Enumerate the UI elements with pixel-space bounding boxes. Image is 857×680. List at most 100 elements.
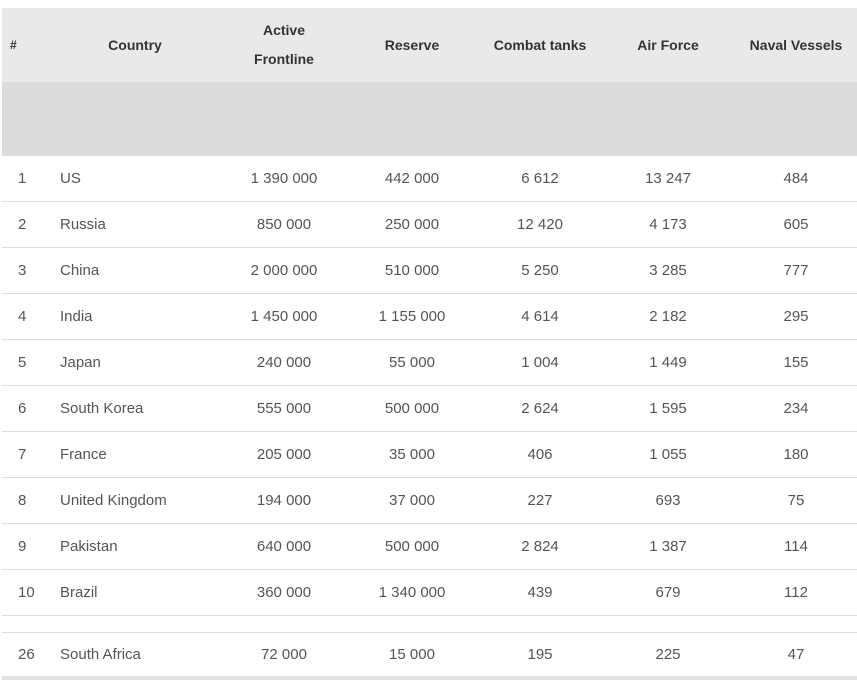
cell-rank: 1 xyxy=(2,156,50,202)
cell-rank: 7 xyxy=(2,431,50,478)
cell-air-force: 1 449 xyxy=(604,339,732,386)
header-active-frontline-text: Active Frontline xyxy=(254,22,314,67)
cell-rank: 26 xyxy=(2,632,50,680)
cell-country: France xyxy=(50,431,220,478)
header-air-force: Air Force xyxy=(637,36,699,53)
cell-rank: 6 xyxy=(2,385,50,432)
cell-active-frontline: 2 000 000 xyxy=(220,247,348,294)
cell-country: Pakistan xyxy=(50,523,220,570)
cell-air-force: 3 285 xyxy=(604,247,732,294)
cell-reserve: 500 000 xyxy=(348,523,476,570)
header-naval-vessels: Naval Vessels xyxy=(749,36,843,53)
cell-naval-vessels: 114 xyxy=(732,523,857,570)
cell-air-force: 1 055 xyxy=(604,431,732,478)
cell-country: Brazil xyxy=(50,569,220,616)
cell-country: India xyxy=(50,293,220,340)
cell-reserve: 1 155 000 xyxy=(348,293,476,340)
cell-naval-vessels: 75 xyxy=(732,477,857,524)
cell-air-force: 1 387 xyxy=(604,523,732,570)
cell-country: South Africa xyxy=(50,632,220,680)
cell-combat-tanks: 406 xyxy=(476,431,604,478)
cell-naval-vessels: 484 xyxy=(732,156,857,202)
cell-rank: 5 xyxy=(2,339,50,386)
cell-rank: 2 xyxy=(2,201,50,248)
military-strength-table-container: # Country Active Frontline Reserve Comba… xyxy=(2,8,857,680)
cell-country: United Kingdom xyxy=(50,477,220,524)
header-separator xyxy=(2,82,857,156)
cell-air-force: 4 173 xyxy=(604,201,732,248)
cell-country: China xyxy=(50,247,220,294)
table-row: 7 France 205 000 35 000 406 1 055 180 xyxy=(2,431,857,478)
table-body: 1 US 1 390 000 442 000 6 612 13 247 484 2 Russia… xyxy=(2,156,857,680)
table-row: 9 Pakistan 640 000 500 000 2 824 1 387 114 xyxy=(2,523,857,570)
cell-active-frontline: 72 000 xyxy=(220,632,348,680)
cell-naval-vessels: 180 xyxy=(732,431,857,478)
cell-naval-vessels: 234 xyxy=(732,385,857,432)
cell-naval-vessels: 112 xyxy=(732,569,857,616)
cell-active-frontline: 1 450 000 xyxy=(220,293,348,340)
cell-naval-vessels: 605 xyxy=(732,201,857,248)
cell-combat-tanks: 12 420 xyxy=(476,201,604,248)
cell-active-frontline: 194 000 xyxy=(220,477,348,524)
cell-air-force: 1 595 xyxy=(604,385,732,432)
cell-active-frontline: 555 000 xyxy=(220,385,348,432)
cell-reserve: 55 000 xyxy=(348,339,476,386)
cell-naval-vessels: 47 xyxy=(732,632,857,680)
cell-reserve: 37 000 xyxy=(348,477,476,524)
table-row: 4 India 1 450 000 1 155 000 4 614 2 182 295 xyxy=(2,293,857,340)
cell-active-frontline: 360 000 xyxy=(220,569,348,616)
military-strength-table: # Country Active Frontline Reserve Comba… xyxy=(2,8,857,680)
cell-combat-tanks: 439 xyxy=(476,569,604,616)
cell-reserve: 35 000 xyxy=(348,431,476,478)
cell-country: Japan xyxy=(50,339,220,386)
table-row: 3 China 2 000 000 510 000 5 250 3 285 777 xyxy=(2,247,857,294)
cell-combat-tanks: 195 xyxy=(476,632,604,680)
cell-rank: 8 xyxy=(2,477,50,524)
header-country: Country xyxy=(108,36,162,53)
table-row: 6 South Korea 555 000 500 000 2 624 1 595 234 xyxy=(2,385,857,432)
table-row: 1 US 1 390 000 442 000 6 612 13 247 484 xyxy=(2,156,857,202)
cell-combat-tanks: 227 xyxy=(476,477,604,524)
cell-air-force: 2 182 xyxy=(604,293,732,340)
cell-reserve: 442 000 xyxy=(348,156,476,202)
table-row: 10 Brazil 360 000 1 340 000 439 679 112 xyxy=(2,569,857,616)
cell-rank: 3 xyxy=(2,247,50,294)
cell-country: Russia xyxy=(50,201,220,248)
cell-active-frontline: 640 000 xyxy=(220,523,348,570)
header-rank: # xyxy=(10,37,17,52)
cell-active-frontline: 1 390 000 xyxy=(220,156,348,202)
header-combat-tanks: Combat tanks xyxy=(493,36,587,53)
cell-air-force: 679 xyxy=(604,569,732,616)
table-row: 8 United Kingdom 194 000 37 000 227 693 75 xyxy=(2,477,857,524)
cell-naval-vessels: 777 xyxy=(732,247,857,294)
cell-reserve: 1 340 000 xyxy=(348,569,476,616)
cell-country: South Korea xyxy=(50,385,220,432)
table-header: # Country Active Frontline Reserve Comba… xyxy=(2,8,857,156)
cell-naval-vessels: 295 xyxy=(732,293,857,340)
row-gap-separator xyxy=(2,615,857,633)
cell-rank: 9 xyxy=(2,523,50,570)
cell-combat-tanks: 2 824 xyxy=(476,523,604,570)
cell-air-force: 693 xyxy=(604,477,732,524)
cell-country: US xyxy=(50,156,220,202)
cell-rank: 4 xyxy=(2,293,50,340)
cell-combat-tanks: 6 612 xyxy=(476,156,604,202)
table-row: 5 Japan 240 000 55 000 1 004 1 449 155 xyxy=(2,339,857,386)
cell-reserve: 250 000 xyxy=(348,201,476,248)
cell-rank: 10 xyxy=(2,569,50,616)
header-row: # Country Active Frontline Reserve Comba… xyxy=(2,8,857,82)
header-active-frontline: Active Frontline xyxy=(220,8,348,82)
cell-reserve: 500 000 xyxy=(348,385,476,432)
cell-active-frontline: 850 000 xyxy=(220,201,348,248)
cell-air-force: 13 247 xyxy=(604,156,732,202)
cell-air-force: 225 xyxy=(604,632,732,680)
header-reserve: Reserve xyxy=(384,36,440,53)
cell-active-frontline: 205 000 xyxy=(220,431,348,478)
cell-reserve: 15 000 xyxy=(348,632,476,680)
cell-combat-tanks: 2 624 xyxy=(476,385,604,432)
cell-combat-tanks: 4 614 xyxy=(476,293,604,340)
cell-reserve: 510 000 xyxy=(348,247,476,294)
table-row: 26 South Africa 72 000 15 000 195 225 47 xyxy=(2,632,857,680)
cell-active-frontline: 240 000 xyxy=(220,339,348,386)
cell-naval-vessels: 155 xyxy=(732,339,857,386)
